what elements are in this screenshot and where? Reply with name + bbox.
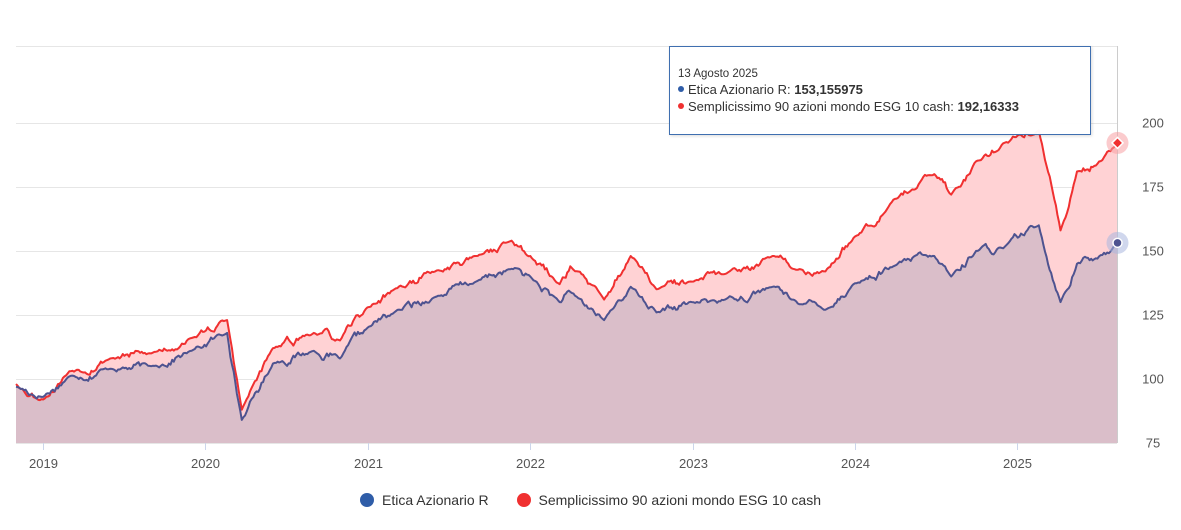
marker-semplicissimo — [1110, 136, 1125, 150]
legend-item-semplicissimo[interactable]: Semplicissimo 90 azioni mondo ESG 10 cas… — [516, 492, 821, 508]
hover-markers — [1106, 46, 1129, 443]
y-tick-label-200: 200 — [1142, 116, 1164, 131]
x-tick-label-2020: 2020 — [191, 456, 220, 471]
tooltip-value-etica: 153,155975 — [794, 82, 863, 97]
series-areas — [16, 130, 1117, 443]
y-tick-label-125: 125 — [1142, 308, 1164, 323]
tooltip-label-semplicissimo: Semplicissimo 90 azioni mondo ESG 10 cas… — [688, 99, 958, 114]
legend-dot-semplicissimo — [516, 493, 531, 507]
x-tick-label-2024: 2024 — [841, 456, 870, 471]
legend-label-semplicissimo: Semplicissimo 90 azioni mondo ESG 10 cas… — [538, 492, 821, 508]
tooltip-label-etica: Etica Azionario R: — [688, 82, 795, 97]
y-tick-label-175: 175 — [1142, 180, 1164, 195]
tooltip: 13 Agosto 2025 Etica Azionario R: 153,15… — [669, 46, 1091, 135]
tooltip-date: 13 Agosto 2025 — [678, 68, 758, 80]
x-tick-label-2022: 2022 — [516, 456, 545, 471]
y-tick-label-100: 100 — [1142, 372, 1164, 387]
y-tick-label-75: 75 — [1146, 436, 1160, 451]
tooltip-dot-etica — [678, 86, 684, 92]
x-tick-label-2021: 2021 — [354, 456, 383, 471]
x-tick-label-2023: 2023 — [679, 456, 708, 471]
area-etica — [16, 225, 1117, 443]
tooltip-row-semplicissimo: Semplicissimo 90 azioni mondo ESG 10 cas… — [678, 98, 1082, 115]
tooltip-dot-semplicissimo — [678, 103, 684, 109]
tooltip-row-etica: Etica Azionario R: 153,155975 — [678, 81, 1082, 98]
tooltip-value-semplicissimo: 192,16333 — [957, 99, 1019, 114]
axes: 75 100 125 150 175 200 2019 2020 2021 2022 2023 202… — [29, 116, 1164, 472]
series-lines — [15, 129, 1118, 421]
line-semplicissimo — [15, 129, 1118, 411]
line-etica — [15, 224, 1118, 421]
marker-etica — [1112, 237, 1123, 249]
legend-label-etica: Etica Azionario R — [382, 492, 489, 508]
x-tick-label-2025: 2025 — [1003, 456, 1032, 471]
legend-item-etica[interactable]: Etica Azionario R — [360, 492, 489, 508]
legend: Etica Azionario R Semplicissimo 90 azion… — [0, 492, 1181, 510]
y-tick-label-150: 150 — [1142, 244, 1164, 259]
x-tick-label-2019: 2019 — [29, 456, 58, 471]
legend-dot-etica — [360, 493, 375, 507]
